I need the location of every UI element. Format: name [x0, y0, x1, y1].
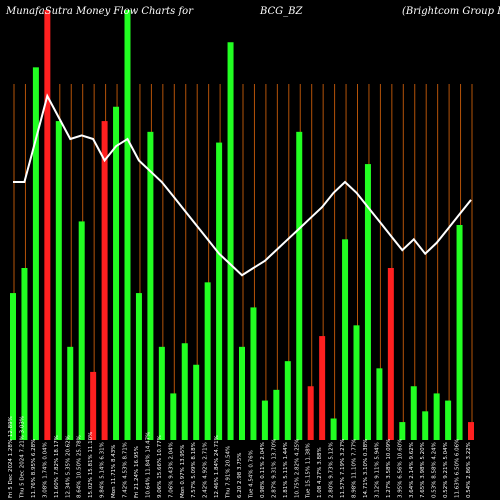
x-tick-label: 11.57% 7.19% 3.27% [340, 439, 346, 498]
bar [468, 422, 474, 440]
bar [284, 361, 291, 440]
bar [158, 346, 165, 440]
bar [342, 239, 349, 440]
bar [239, 346, 245, 440]
bar [204, 282, 211, 440]
bar [330, 418, 337, 440]
x-tick-label: 7.57% 5.09% 8.18% [191, 442, 197, 498]
bar [67, 346, 74, 440]
x-tick-label: 9.84% 5.14% 6.31% [100, 442, 106, 498]
x-tick-label: 2.87% 9.31% 13.70% [271, 439, 277, 498]
x-tick-label: 8.64% 10.50% 25.78% [77, 435, 83, 498]
flow-line [13, 93, 472, 277]
x-tick-label: Mon 0.97% 13.95% [180, 444, 186, 498]
x-tick-label: 10.75% 2.82% 4.25% [294, 439, 300, 498]
bar [170, 393, 177, 440]
bar [353, 325, 360, 440]
bar [216, 142, 223, 441]
x-tick-label: 14.71% 3.10% 0.38% [363, 439, 369, 498]
x-tick-label: 1.81% 5.11% 1.44% [283, 442, 289, 498]
x-tick-label: 8.98% 11.10% 7.77% [352, 439, 358, 498]
x-tick-label: 11.60% 7.82% 18.17% [54, 435, 60, 498]
x-tick-label: Tue 4.54% 0.76% [248, 450, 254, 499]
bar [193, 364, 200, 440]
x-tick-label: 12.34% 5.35% 20.62% [65, 435, 71, 498]
bar [78, 221, 85, 440]
bar [399, 422, 406, 440]
chart-title-symbol: BCG_BZ [259, 6, 304, 17]
x-tick-label: 2.42% 4.92% 2.71% [203, 442, 209, 498]
x-tick-label: 2.80% 9.73% 5.12% [329, 442, 335, 498]
x-tick-label: Thu 5 Dec 2024 7.21% 3.03% [19, 416, 25, 499]
x-tick-label: 3.64% 2.14% 9.62% [409, 442, 415, 498]
bar [364, 164, 371, 441]
bar [90, 371, 97, 440]
x-tick-label: Fri 21.24% 16.95% [134, 446, 140, 498]
x-tick-label: 3.12% 9.11% 5.94% [374, 442, 380, 498]
x-tick-label: Fri 5 Dec 2024 1.28% 12.89% [8, 416, 14, 498]
bar [422, 411, 429, 440]
bar [32, 67, 39, 440]
bar [55, 121, 62, 440]
bar [387, 268, 394, 440]
bar [21, 268, 28, 440]
x-tick-label: 0.98% 0.11% 2.04% [260, 442, 266, 498]
x-tick-label: Mon 11.71% 8.43% [111, 444, 117, 498]
bar [410, 386, 417, 440]
x-tick-label: 1.08 4.27% 3.88% [317, 447, 323, 498]
bar [124, 10, 131, 440]
x-tick-label: 7.42% 4.53% 8.71% [123, 442, 129, 498]
x-tick-label: 3.08% 1.74% 0.04% [42, 442, 48, 498]
x-tick-label: 0.54% 2.86% 3.22% [466, 442, 472, 498]
chart-title-right: (Brightcom Group Limit [402, 6, 500, 17]
bar [433, 393, 440, 440]
x-tick-label: 15.02% 15.81% 11.10% [88, 432, 94, 498]
x-tick-label: 1.27% 3.58% 10.09% [386, 439, 392, 498]
x-tick-label: 6.20 2.98 3.75% [237, 453, 243, 498]
bar [456, 225, 463, 440]
x-tick-label: Thu 7.91% 20.54% [226, 446, 232, 499]
bar [227, 42, 234, 440]
x-tick-label: 3.95% 6.56% 10.60% [397, 439, 403, 498]
bar [135, 293, 142, 440]
x-tick-label: 0.53% 8.58% 4.24% [432, 442, 438, 498]
x-tick-label: 11.76% 8.95% 6.28% [31, 439, 37, 498]
bar [44, 10, 51, 440]
bar [10, 293, 16, 440]
bar [376, 368, 383, 440]
bar [181, 343, 188, 440]
x-tick-label: 0.52% 9.21% 5.04% [443, 442, 449, 498]
x-tick-label: 10.64% 11.84% 14.47% [145, 432, 151, 498]
bar [261, 400, 268, 440]
bar [147, 131, 154, 441]
bars [10, 10, 474, 441]
bar [113, 106, 120, 440]
x-tick-label: Tue 15.15% 11.38% [306, 443, 312, 499]
chart-title-left: MunafaSutra Money Flow Charts for [5, 6, 194, 17]
bar [319, 336, 326, 440]
bar [307, 386, 314, 440]
x-tick-label: 11.63% 6.50% 6.06% [455, 439, 461, 498]
x-tick-label: 7.06% 9.43% 2.04% [168, 442, 174, 498]
bar [101, 121, 108, 440]
x-tick-label: 12.46% 1.84% 24.71% [214, 435, 220, 498]
bar [445, 400, 452, 440]
x-tick-label: 9.06% 15.66% 10.77% [157, 435, 163, 498]
bar [273, 389, 280, 440]
x-tick-label: 7.65% 3.98% 5.20% [420, 442, 426, 498]
bar [250, 307, 257, 440]
x-tick-labels: Fri 5 Dec 2024 1.28% 12.89% Thu 5 Dec 202… [8, 416, 472, 499]
bar [296, 131, 303, 441]
